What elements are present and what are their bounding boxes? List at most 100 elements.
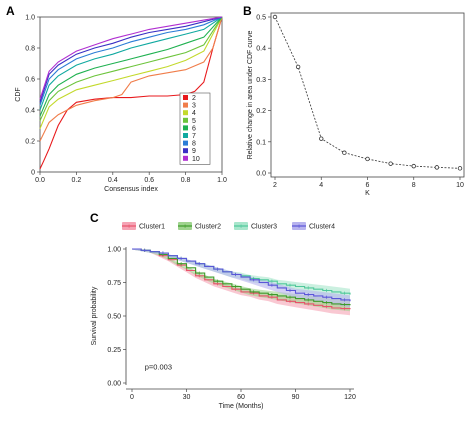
- survival-legend-label: Cluster3: [251, 224, 277, 231]
- delta-y-tick-label: 0.1: [256, 139, 266, 146]
- cdf-series-line-k4: [39, 16, 223, 129]
- cdf-x-tick-label: 0.6: [144, 177, 154, 184]
- delta-y-tick-label: 0.4: [256, 46, 266, 53]
- cdf-y-tick-label: 0.2: [25, 139, 35, 146]
- survival-x-tick-label: 120: [344, 394, 356, 401]
- cdf-chart: 0.0 0.2 0.4 0.6 0.8 1.0 0 0.2 0.4 0.6 0.8 1.0 Consen…: [15, 15, 227, 194]
- delta-point: [295, 64, 301, 70]
- cdf-y-tick-label: 0.6: [25, 77, 35, 84]
- cdf-legend-swatch: [183, 148, 188, 154]
- delta-point: [272, 14, 278, 20]
- cdf-legend-label: 10: [192, 156, 200, 163]
- survival-censor-mark: [306, 293, 310, 297]
- delta-y-tick-label: 0.2: [256, 108, 266, 115]
- cdf-x-tick-label: 0.8: [181, 177, 191, 184]
- cdf-legend-label: 3: [192, 103, 196, 110]
- survival-y-tick-label: 0.75: [107, 280, 121, 287]
- delta-y-tick-label: 0.0: [256, 171, 266, 178]
- delta-point: [365, 156, 370, 162]
- survival-censor-mark: [342, 291, 347, 295]
- delta-point: [388, 161, 393, 166]
- cdf-x-tick-label: 0.2: [72, 177, 82, 184]
- survival-legend-mark: +: [127, 224, 131, 231]
- cdf-legend-label: 8: [192, 141, 196, 148]
- survival-curve-cluster2: [132, 248, 351, 306]
- delta-x-tick-label: 8: [412, 182, 416, 189]
- survival-y-tick-label: 0.50: [107, 314, 121, 321]
- survival-censor-mark: [342, 298, 347, 302]
- survival-censor-mark: [288, 299, 292, 303]
- cdf-legend-label: 7: [192, 133, 196, 140]
- cdf-legend-swatch: [183, 102, 188, 108]
- delta-y-tick-label: 0.5: [256, 15, 266, 22]
- survival-y-tick-label: 0.00: [107, 381, 121, 388]
- survival-chart: + Cluster1 + Cluster2 + Cluster3 + Cluster4 0 30 6…: [91, 222, 356, 410]
- cdf-legend-label: 4: [192, 110, 196, 117]
- cdf-legend-swatch: [183, 140, 188, 146]
- cdf-y-tick-label: 1.0: [25, 15, 35, 22]
- survival-x-tick-label: 60: [237, 394, 245, 401]
- delta-y-axis-title: Relative change in area under CDF curve: [247, 31, 254, 160]
- cdf-legend-label: 2: [192, 95, 196, 102]
- delta-line: [274, 16, 461, 169]
- delta-plot-frame: [270, 12, 465, 178]
- survival-censor-mark: [324, 288, 328, 293]
- survival-curve-cluster4: [132, 248, 351, 302]
- delta-y-tick-label: 0.3: [256, 77, 266, 84]
- survival-censor-mark: [252, 278, 256, 282]
- cdf-x-axis-title: Consensus index: [104, 186, 158, 193]
- survival-legend-mark: +: [297, 224, 301, 231]
- survival-censor-mark: [324, 295, 328, 299]
- delta-point: [457, 166, 463, 171]
- cdf-x-tick-label: 1.0: [217, 177, 227, 184]
- survival-censor-mark: [270, 283, 274, 287]
- survival-censor-mark: [306, 302, 310, 306]
- survival-censor-mark: [288, 283, 292, 287]
- survival-censor-mark: [306, 286, 310, 290]
- delta-x-tick-label: 2: [273, 182, 277, 189]
- cdf-series-line-k8: [39, 16, 223, 106]
- survival-censor-mark: [215, 279, 219, 283]
- survival-censor-mark: [234, 287, 238, 291]
- survival-censor-mark: [197, 262, 201, 266]
- survival-censor-mark: [234, 284, 238, 289]
- cdf-legend-swatch: [183, 133, 188, 138]
- survival-censor-mark: [197, 271, 201, 275]
- survival-legend-mark: +: [183, 224, 187, 231]
- cdf-series-line-k10: [39, 16, 223, 100]
- cdf-legend-label: 9: [192, 148, 196, 155]
- survival-censor-mark: [288, 295, 292, 299]
- cdf-x-tick-label: 0.0: [35, 177, 45, 184]
- cdf-y-tick-label: 0: [31, 170, 35, 177]
- cdf-series-line-k6: [39, 16, 223, 117]
- cdf-legend-label: 5: [192, 118, 196, 125]
- survival-censor-mark: [197, 274, 201, 278]
- survival-censor-mark: [288, 288, 292, 293]
- delta-x-tick-label: 6: [366, 182, 370, 189]
- survival-y-axis-title: Survival probability: [91, 286, 98, 345]
- survival-x-tick-label: 30: [183, 394, 191, 401]
- cdf-legend-swatch: [183, 117, 188, 123]
- survival-legend-mark: +: [239, 224, 243, 231]
- cdf-legend-swatch: [183, 110, 188, 116]
- cdf-plot-frame: [39, 16, 223, 173]
- survival-censor-mark: [342, 303, 347, 307]
- survival-censor-mark: [342, 307, 347, 311]
- delta-point: [411, 163, 416, 169]
- panel-b-letter: B: [243, 4, 252, 18]
- survival-censor-mark: [215, 267, 219, 271]
- survival-legend-label: Cluster4: [309, 224, 335, 231]
- panel-a-letter: A: [6, 4, 15, 18]
- survival-censor-mark: [234, 272, 238, 277]
- delta-point: [342, 150, 347, 155]
- survival-y-tick-label: 0.25: [107, 347, 121, 354]
- survival-censor-mark: [161, 251, 165, 255]
- cdf-y-tick-label: 0.8: [25, 46, 35, 53]
- survival-legend-label: Cluster2: [195, 224, 221, 231]
- survival-x-axis-title: Time (Months): [219, 403, 264, 410]
- survival-censor-mark: [252, 290, 256, 294]
- cdf-series-line-k7: [39, 16, 223, 111]
- survival-censor-mark: [306, 298, 310, 302]
- survival-x-tick-label: 0: [130, 394, 134, 401]
